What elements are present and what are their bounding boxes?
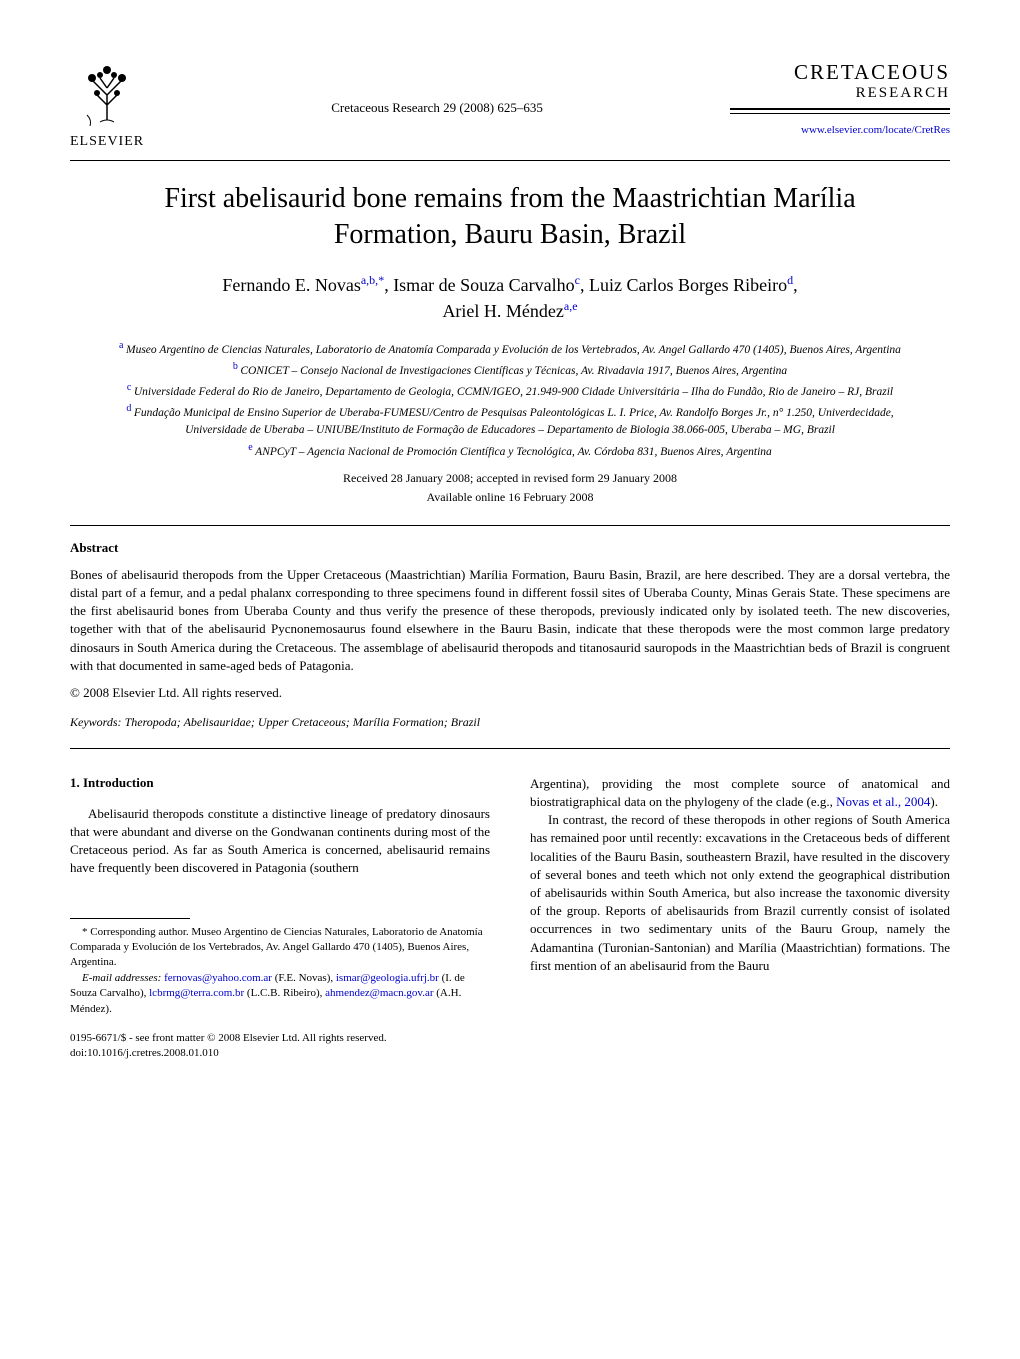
journal-subtitle: RESEARCH (730, 85, 950, 102)
affiliation-d: Fundação Municipal de Ensino Superior de… (134, 407, 894, 436)
author-1: Fernando E. Novas (222, 275, 360, 295)
abstract-top-rule (70, 525, 950, 526)
affiliation-c: Universidade Federal do Rio de Janeiro, … (134, 386, 893, 398)
left-column: 1. Introduction Abelisaurid theropods co… (70, 775, 490, 1062)
front-matter-line: 0195-6671/$ - see front matter © 2008 El… (70, 1031, 490, 1046)
online-date: Available online 16 February 2008 (70, 490, 950, 505)
doi-block: 0195-6671/$ - see front matter © 2008 El… (70, 1031, 490, 1062)
journal-rule-thick (730, 108, 950, 110)
aff-label-d: d (126, 403, 134, 414)
author-sep-1: , Ismar de Souza Carvalho (384, 275, 574, 295)
authors-block: Fernando E. Novasa,b,*, Ismar de Souza C… (70, 272, 950, 324)
copyright-line: © 2008 Elsevier Ltd. All rights reserved… (70, 685, 950, 701)
author-4: Ariel H. Méndez (442, 301, 563, 321)
section-1-heading: 1. Introduction (70, 775, 490, 791)
email-4[interactable]: ahmendez@macn.gov.ar (325, 987, 433, 999)
aff-label-c: c (127, 382, 134, 393)
corresponding-author-footnote: * Corresponding author. Museo Argentino … (70, 925, 490, 971)
affiliation-b: CONICET – Consejo Nacional de Investigac… (240, 365, 787, 377)
email-1[interactable]: fernovas@yahoo.com.ar (164, 972, 272, 984)
keywords-label: Keywords: (70, 715, 122, 729)
received-accepted-dates: Received 28 January 2008; accepted in re… (70, 471, 950, 486)
journal-reference-block: Cretaceous Research 29 (2008) 625–635 (144, 60, 730, 116)
email-1-name: (F.E. Novas), (272, 972, 336, 984)
affiliations-block: a Museo Argentino de Ciencias Naturales,… (110, 338, 910, 461)
header-divider (70, 160, 950, 161)
intro-paragraph-1: Abelisaurid theropods constitute a disti… (70, 805, 490, 878)
email-3[interactable]: lcbrmg@terra.com.br (149, 987, 244, 999)
journal-reference: Cretaceous Research 29 (2008) 625–635 (144, 100, 730, 116)
author-4-affil: a,e (564, 299, 578, 313)
abstract-body: Bones of abelisaurid theropods from the … (70, 566, 950, 675)
journal-title: CRETACEOUS (730, 60, 950, 85)
journal-rule-thin (730, 113, 950, 114)
right-column: Argentina), providing the most complete … (530, 775, 950, 1062)
intro-paragraph-1-cont: Argentina), providing the most complete … (530, 775, 950, 811)
publisher-name: ELSEVIER (70, 134, 144, 150)
footnote-rule (70, 918, 190, 919)
affiliation-e: ANPCyT – Agencia Nacional de Promoción C… (255, 446, 772, 458)
email-footnote: E-mail addresses: fernovas@yahoo.com.ar … (70, 971, 490, 1017)
email-3-name: (L.C.B. Ribeiro), (244, 987, 325, 999)
author-sep-2: , Luiz Carlos Borges Ribeiro (580, 275, 787, 295)
affiliation-a: Museo Argentino de Ciencias Naturales, L… (126, 344, 901, 356)
email-label: E-mail addresses: (82, 972, 161, 984)
keywords-line: Keywords: Theropoda; Abelisauridae; Uppe… (70, 715, 950, 730)
author-sep-3: , (793, 275, 798, 295)
author-1-affil: a,b, (361, 273, 378, 287)
journal-link[interactable]: www.elsevier.com/locate/CretRes (801, 124, 950, 136)
aff-label-a: a (119, 340, 126, 351)
elsevier-tree-icon (72, 60, 142, 130)
citation-novas-2004[interactable]: Novas et al., 2004 (836, 794, 930, 809)
two-column-body: 1. Introduction Abelisaurid theropods co… (70, 775, 950, 1062)
intro-paragraph-2: In contrast, the record of these theropo… (530, 811, 950, 975)
abstract-bottom-rule (70, 748, 950, 749)
email-2[interactable]: ismar@geologia.ufrj.br (336, 972, 439, 984)
article-title: First abelisaurid bone remains from the … (130, 181, 890, 254)
header-row: ELSEVIER Cretaceous Research 29 (2008) 6… (70, 60, 950, 150)
publisher-block: ELSEVIER (70, 60, 144, 150)
abstract-heading: Abstract (70, 540, 950, 556)
doi-line: doi:10.1016/j.cretres.2008.01.010 (70, 1046, 490, 1061)
journal-title-block: CRETACEOUS RESEARCH www.elsevier.com/loc… (730, 60, 950, 138)
keywords-text: Theropoda; Abelisauridae; Upper Cretaceo… (122, 715, 481, 729)
